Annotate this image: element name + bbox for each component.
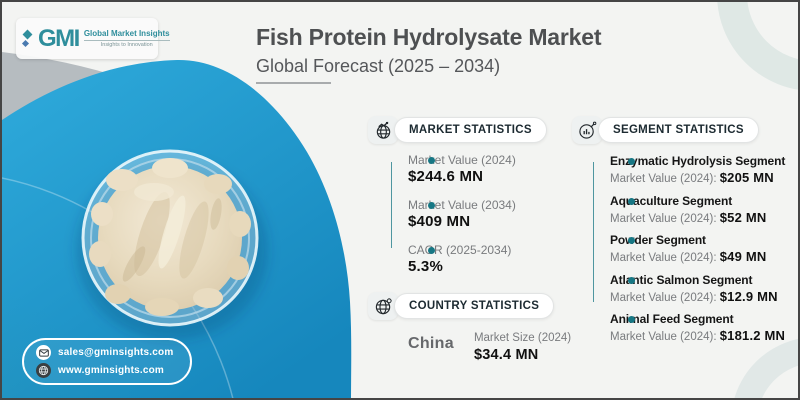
bullet-dot-icon: [628, 316, 635, 324]
country-name: China: [408, 335, 454, 352]
powder-bowl-photo: [76, 149, 268, 340]
segment-label: Market Value (2024):: [610, 173, 720, 185]
bullet-dot-icon: [428, 201, 435, 209]
stat-label: Market Size (2024): [473, 332, 572, 344]
gmi-logo: GMI Global Market Insights Insights to I…: [16, 18, 170, 59]
logo-text: GMI: [38, 24, 80, 52]
segment-item: Powder Segment Market Value (2024): $49 …: [610, 233, 798, 267]
header: Fish Protein Hydrolysate Market Global F…: [256, 24, 656, 84]
segment-label: Market Value (2024):: [610, 291, 720, 304]
market-statistics-heading: MARKET STATISTICS: [394, 117, 547, 143]
contact-card: sales@gminsights.com www.gminsights.com: [22, 338, 192, 385]
email-text: sales@gminsights.com: [58, 347, 174, 358]
ring-decoration-top-right: [717, 2, 798, 90]
segment-item: Aquaculture Segment Market Value (2024):…: [610, 193, 798, 228]
country-row: China Market Size (2024) $34.4 MN: [368, 332, 578, 365]
segment-title: Animal Feed Segment: [610, 312, 734, 327]
bullet-dot-icon: [628, 158, 635, 165]
market-statistics-section: MARKET STATISTICS Market Value (2024) $2…: [368, 116, 568, 288]
country-statistics-heading: COUNTRY STATISTICS: [394, 293, 555, 319]
segment-title: Aquaculture Segment: [610, 193, 733, 208]
page-subtitle: Global Forecast (2025 – 2034): [256, 56, 501, 76]
segment-value: $12.9 MN: [719, 288, 778, 304]
email-link[interactable]: sales@gminsights.com: [36, 345, 190, 360]
pie-search-icon: [572, 116, 602, 144]
globe-chart-icon: [368, 116, 398, 144]
stat-label: CAGR (2025-2034): [408, 242, 512, 257]
bullet-dot-icon: [628, 237, 635, 245]
envelope-icon: [36, 345, 51, 360]
stat-value: 5.3%: [408, 258, 443, 276]
segment-label: Market Value (2024):: [610, 212, 720, 225]
segment-statistics-list: Enzymatic Hydrolysis Segment Market Valu…: [572, 154, 798, 352]
website-link[interactable]: www.gminsights.com: [36, 363, 190, 378]
logo-diamonds-icon: [21, 28, 33, 50]
segment-value: $52 MN: [719, 209, 767, 225]
logo-tagline: Insights to Innovation: [83, 40, 170, 48]
logo-company-name: Global Market Insights: [83, 29, 170, 38]
subtitle-underline: [256, 82, 331, 84]
segment-title: Enzymatic Hydrolysis Segment: [610, 154, 786, 168]
timeline-line: [593, 162, 594, 302]
market-statistics-list: Market Value (2024) $244.6 MN Market Val…: [368, 153, 568, 288]
segment-value: $205 MN: [719, 170, 774, 185]
stat-value: $244.6 MN: [408, 168, 484, 186]
segment-value: $49 MN: [719, 249, 767, 265]
stat-value: $409 MN: [408, 213, 471, 231]
segment-label: Market Value (2024):: [610, 252, 720, 265]
timeline-line: [391, 162, 392, 248]
segment-statistics-heading: SEGMENT STATISTICS: [598, 117, 759, 143]
country-statistics-section: COUNTRY STATISTICS China Market Size (20…: [368, 292, 578, 365]
globe-gear-icon: [368, 292, 398, 320]
segment-title: Powder Segment: [610, 233, 706, 248]
page-title: Fish Protein Hydrolysate Market: [256, 24, 602, 50]
bullet-dot-icon: [428, 246, 435, 254]
segment-item: Atlantic Salmon Segment Market Value (20…: [610, 272, 798, 307]
stat-label: Market Value (2024): [408, 153, 516, 167]
stat-item: Market Value (2034) $409 MN: [408, 198, 568, 232]
segment-item: Animal Feed Segment Market Value (2024):…: [610, 312, 798, 346]
stat-label: Market Value (2034): [408, 197, 516, 212]
bullet-dot-icon: [628, 197, 635, 205]
segment-statistics-section: SEGMENT STATISTICS Enzymatic Hydrolysis …: [572, 116, 798, 352]
ring-decoration-bottom-right: [734, 338, 798, 398]
stat-item: Market Value (2024) $244.6 MN: [408, 153, 568, 187]
stat-item: CAGR (2025-2034) 5.3%: [408, 243, 568, 277]
segment-label: Market Value (2024):: [610, 331, 720, 344]
website-text: www.gminsights.com: [58, 365, 165, 376]
globe-icon: [36, 363, 51, 378]
segment-item: Enzymatic Hydrolysis Segment Market Valu…: [610, 154, 798, 188]
segment-value: $181.2 MN: [719, 328, 786, 344]
segment-title: Atlantic Salmon Segment: [610, 272, 753, 287]
bullet-dot-icon: [628, 276, 635, 284]
bullet-dot-icon: [428, 157, 435, 164]
stat-value: $34.4 MN: [473, 346, 539, 363]
